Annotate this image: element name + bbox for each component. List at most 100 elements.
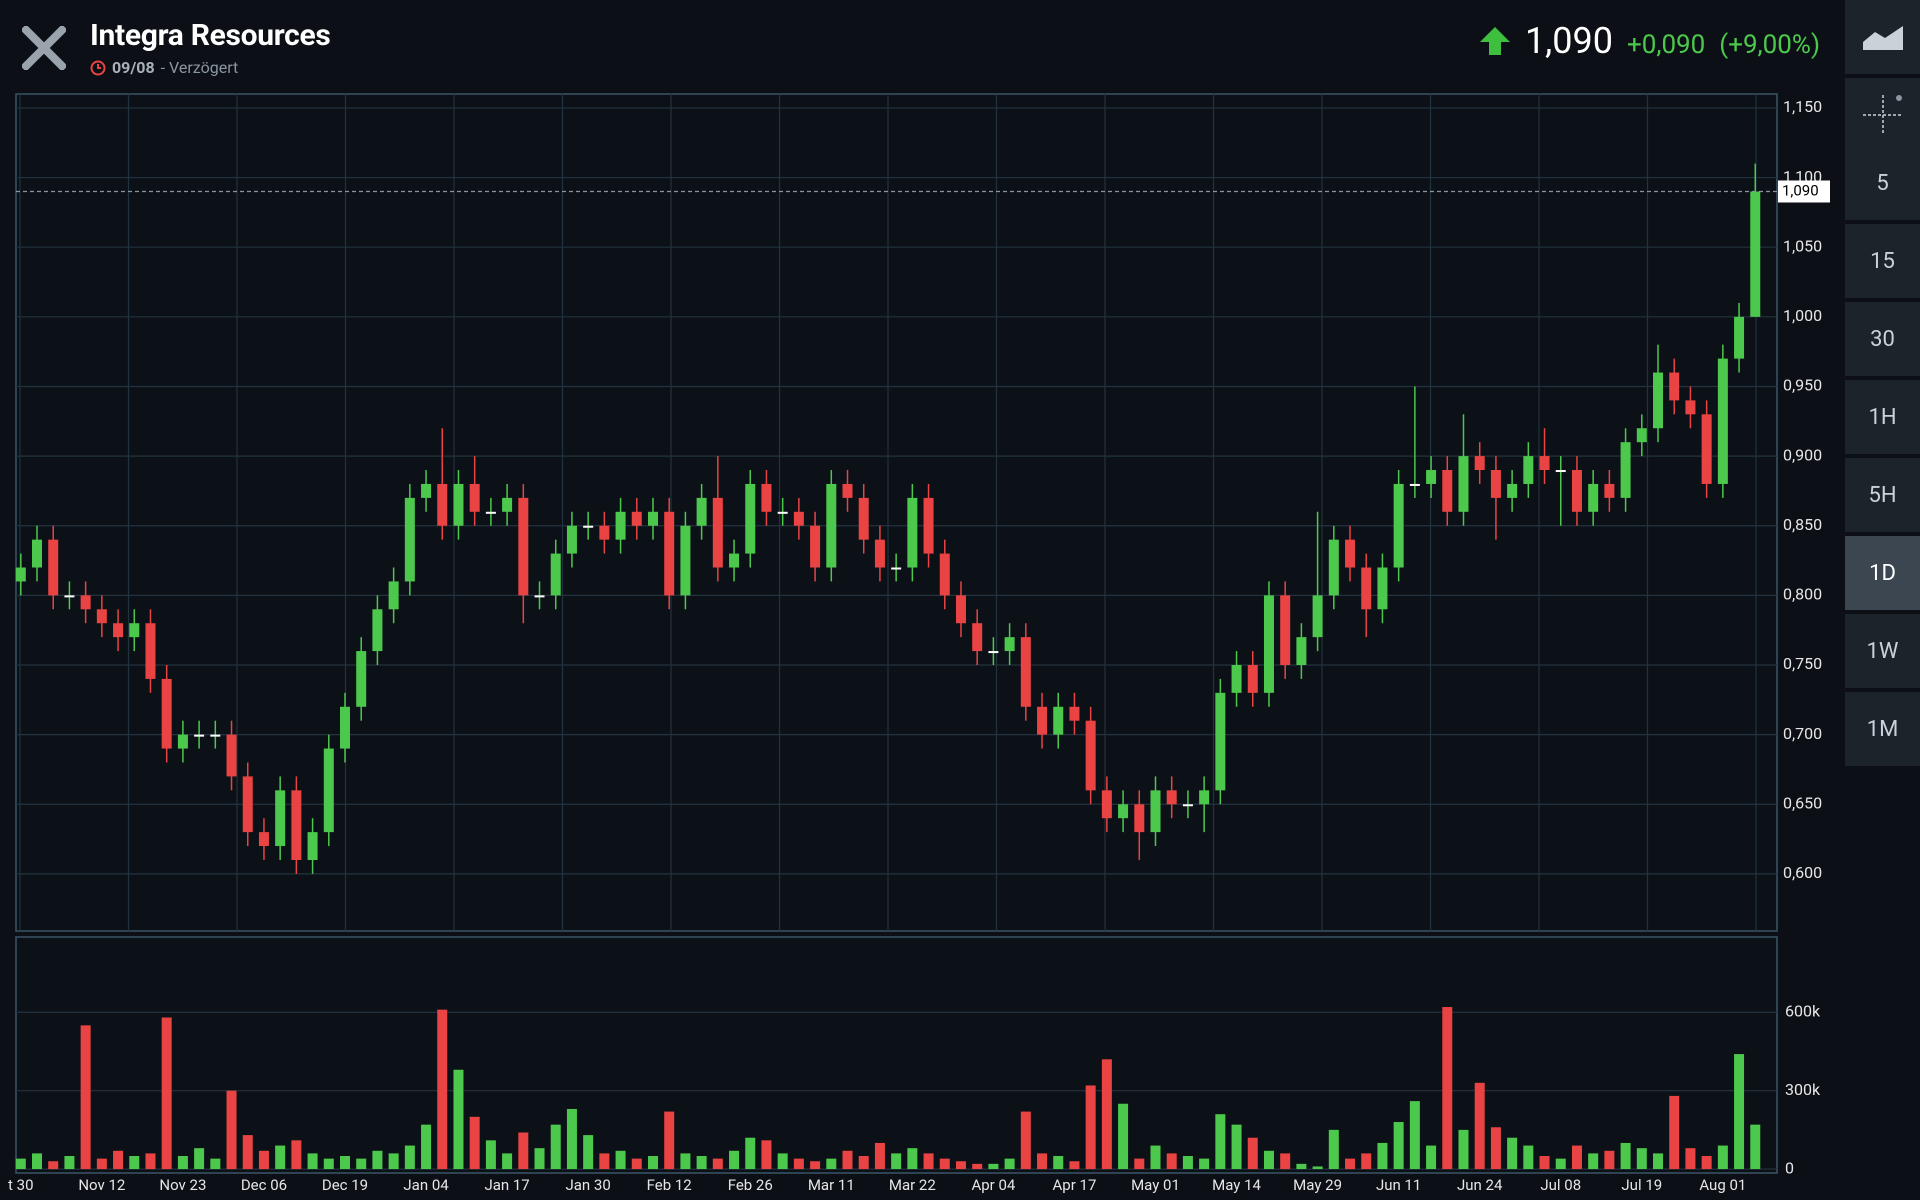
up-arrow xyxy=(1479,27,1510,55)
volume-bar xyxy=(453,1069,464,1170)
volume-bar xyxy=(129,1156,140,1170)
candle-body xyxy=(469,483,480,512)
volume-bar xyxy=(1101,1059,1112,1170)
x-tick-label: May 01 xyxy=(1131,1176,1180,1194)
volume-bar xyxy=(826,1158,837,1170)
candle-body xyxy=(696,497,707,526)
x-tick-label: Mar 22 xyxy=(889,1176,936,1194)
volume-bar xyxy=(1247,1137,1258,1170)
x-tick-label: Aug 01 xyxy=(1699,1176,1746,1194)
y-tick-label: 1,000 xyxy=(1783,306,1822,325)
candle-body xyxy=(307,832,318,860)
close-button[interactable] xyxy=(22,26,66,70)
candle-body xyxy=(1199,790,1210,805)
interval-button[interactable]: 30 xyxy=(1845,302,1920,376)
volume-bar xyxy=(1442,1007,1453,1170)
x-tick-label: May 29 xyxy=(1293,1176,1342,1194)
interval-button[interactable]: 1W xyxy=(1845,614,1920,688)
volume-bar xyxy=(437,1009,448,1170)
interval-button[interactable]: 15 xyxy=(1845,224,1920,298)
volume-bar xyxy=(1588,1153,1599,1170)
candle-body xyxy=(1717,358,1728,484)
volume-bar xyxy=(566,1108,577,1170)
x-tick-label: Dec 06 xyxy=(241,1176,287,1194)
candle-body xyxy=(842,483,853,498)
volume-bar xyxy=(874,1142,885,1170)
volume-bar xyxy=(858,1156,869,1170)
candle-body xyxy=(1669,372,1680,401)
candle-body xyxy=(1231,664,1242,693)
volume-bar xyxy=(1215,1114,1226,1170)
subtitle: 09/08 - Verzögert xyxy=(90,58,238,77)
volume-bar xyxy=(1199,1158,1210,1170)
volume-bar xyxy=(1539,1156,1550,1170)
chart: 0,600 0,650 0,700 0,750 0,800 0,850 0,900 0,950… xyxy=(8,93,1830,1194)
volume-bar xyxy=(1409,1101,1420,1170)
candle-body xyxy=(761,483,772,512)
volume-bar xyxy=(696,1156,707,1170)
candle-body xyxy=(1555,470,1566,473)
x-tick-label: Jun 11 xyxy=(1376,1176,1421,1194)
candle-body xyxy=(1280,595,1291,665)
chart-type-button[interactable] xyxy=(1845,0,1920,74)
candle-body xyxy=(356,651,367,707)
volume-bar xyxy=(599,1153,610,1170)
y-tick-label: 0,700 xyxy=(1783,724,1822,743)
candle-body xyxy=(1734,316,1745,359)
crosshair-button[interactable] xyxy=(1845,78,1920,152)
volume-bar xyxy=(1231,1124,1242,1170)
volume-bar xyxy=(145,1153,156,1170)
candle-body xyxy=(80,595,91,610)
y-tick-label: 0,650 xyxy=(1783,793,1822,812)
quote: 1,090 +0,090 (+9,00%) xyxy=(1479,20,1820,62)
candle-body xyxy=(64,595,75,598)
x-tick-label: Apr 04 xyxy=(971,1176,1015,1194)
volume-tick-label: 0 xyxy=(1785,1158,1794,1177)
volume-bar xyxy=(1280,1153,1291,1170)
y-tick-label: 0,800 xyxy=(1783,585,1822,604)
x-tick-label: Jan 30 xyxy=(565,1176,610,1194)
volume-bar xyxy=(1701,1156,1712,1170)
candle-body xyxy=(615,511,626,540)
interval-button[interactable]: 5H xyxy=(1845,458,1920,532)
volume-bar xyxy=(745,1137,756,1170)
candle-body xyxy=(242,776,253,833)
candle-body xyxy=(712,497,723,568)
volume-bar xyxy=(1685,1148,1696,1170)
candle-body xyxy=(129,623,140,638)
candle-body xyxy=(1750,191,1761,317)
volume-bar xyxy=(1166,1153,1177,1170)
volume-bar xyxy=(388,1153,399,1170)
volume-bar xyxy=(258,1150,269,1170)
volume-bar xyxy=(550,1124,561,1170)
candle-body xyxy=(939,553,950,596)
x-tick-label: Jan 17 xyxy=(484,1176,529,1194)
candle-body xyxy=(988,651,999,654)
last-price-label: 1,090 xyxy=(1782,181,1819,199)
candle-body xyxy=(891,567,902,570)
candle-body xyxy=(777,511,788,514)
interval-button[interactable]: 5 xyxy=(1845,146,1920,220)
candle-body xyxy=(453,483,464,526)
x-tick-label: t 30 xyxy=(8,1176,34,1194)
candle-body xyxy=(96,609,107,624)
interval-button[interactable]: 1D xyxy=(1845,536,1920,610)
volume-bar xyxy=(939,1158,950,1170)
volume-bar xyxy=(323,1158,334,1170)
y-tick-label: 0,600 xyxy=(1783,863,1822,882)
candle-body xyxy=(437,483,448,526)
volume-bar xyxy=(907,1148,918,1170)
volume-bar xyxy=(1004,1158,1015,1170)
candle-body xyxy=(1182,804,1193,807)
y-tick-label: 0,850 xyxy=(1783,515,1822,534)
volume-bar xyxy=(955,1161,966,1170)
volume-bar xyxy=(1263,1150,1274,1170)
interval-button[interactable]: 1H xyxy=(1845,380,1920,454)
volume-bar xyxy=(1377,1142,1388,1170)
volume-bar xyxy=(680,1153,691,1170)
volume-bar xyxy=(1474,1082,1485,1170)
candle-body xyxy=(1653,372,1664,429)
interval-button[interactable]: 1M xyxy=(1845,692,1920,766)
candle-body xyxy=(388,581,399,610)
x-tick-label: Nov 23 xyxy=(159,1176,206,1194)
